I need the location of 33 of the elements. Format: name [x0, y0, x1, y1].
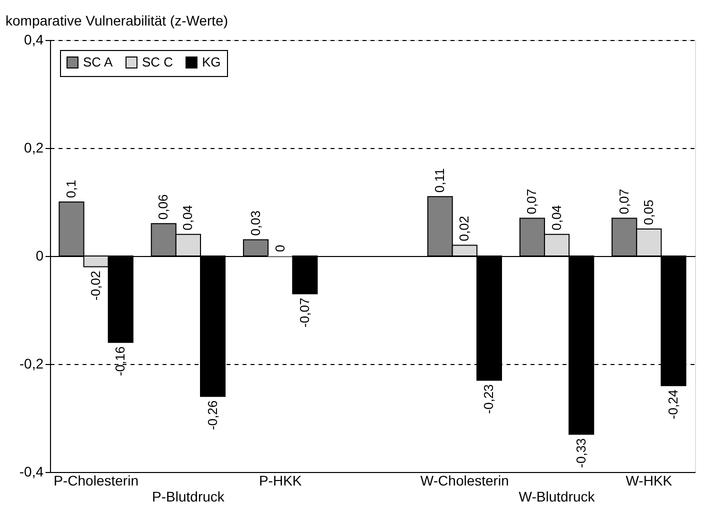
legend-label: SC A: [83, 54, 113, 70]
data-label: -0,23: [481, 384, 496, 414]
data-label: 0,02: [456, 216, 472, 242]
data-label: -0,26: [204, 400, 220, 430]
data-label: 0,05: [640, 200, 656, 225]
x-tick-label: W-HKK: [626, 472, 673, 488]
data-label: -0,24: [666, 390, 680, 420]
data-label: 0: [272, 244, 288, 252]
data-label: -0,16: [112, 346, 128, 376]
x-tick-label: W-Blutdruck: [518, 488, 596, 504]
x-tick-label: W-Cholesterin: [420, 472, 509, 488]
x-tick-label: P-Blutdruck: [152, 488, 226, 504]
data-label: 0,11: [432, 168, 448, 193]
y-axis-title: komparative Vulnerabilität (z-Werte): [6, 12, 228, 28]
y-tick-label: 0,4: [24, 32, 44, 48]
data-label: 0,04: [180, 205, 196, 230]
data-label: -0,07: [296, 298, 312, 328]
x-tick-label: P-HKK: [258, 472, 302, 488]
legend-label: KG: [202, 54, 221, 70]
y-tick-label: -0,2: [19, 356, 44, 372]
x-tick-label: P-Cholesterin: [54, 472, 138, 488]
y-tick-label: 0,2: [24, 140, 44, 156]
y-tick-label: 0: [36, 248, 44, 264]
y-tick-label: -0,4: [19, 464, 44, 480]
data-label: 0,07: [524, 188, 540, 214]
data-label: 0,03: [248, 210, 263, 236]
legend-label: SC C: [142, 54, 174, 70]
data-label: 0,06: [156, 194, 171, 220]
data-label: 0,1: [64, 180, 78, 198]
data-label: -0,02: [88, 270, 104, 300]
data-label: -0,33: [573, 438, 588, 468]
data-label: 0,07: [616, 188, 632, 214]
data-label: 0,04: [548, 205, 564, 230]
